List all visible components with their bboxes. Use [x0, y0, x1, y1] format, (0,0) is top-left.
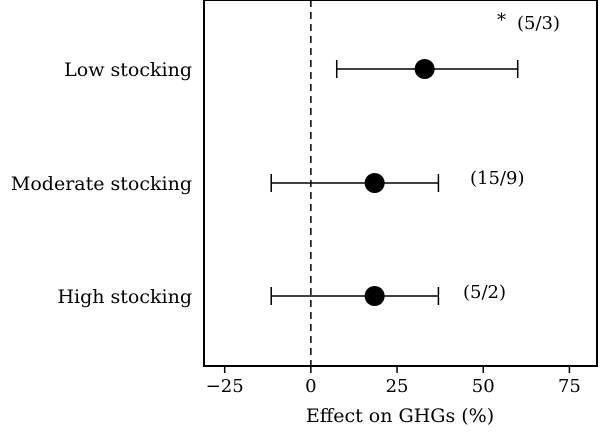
category-label: High stocking [57, 286, 192, 308]
x-tick-label: 25 [386, 376, 409, 397]
category-label: Moderate stocking [11, 173, 192, 195]
x-axis-title: Effect on GHGs (%) [306, 405, 494, 427]
x-tick-label: 0 [305, 376, 316, 397]
estimates-series: (5/3) (15/9) (5/2) * [270, 10, 560, 306]
study-count-annotation: (15/9) [470, 168, 524, 189]
y-axis-labels: Low stocking Moderate stocking High stocki… [11, 59, 192, 308]
estimate-point [364, 286, 385, 306]
x-tick-label: 75 [558, 376, 581, 397]
category-label: Low stocking [64, 59, 192, 81]
x-tick-label: 50 [472, 376, 495, 397]
estimate-point [414, 59, 435, 79]
x-axis: −25 0 25 50 75 [206, 366, 581, 397]
study-count-annotation: (5/3) [517, 13, 560, 34]
x-tick-label: −25 [206, 376, 244, 397]
estimate-point [364, 173, 385, 193]
significance-marker: * [497, 10, 506, 31]
study-count-annotation: (5/2) [463, 282, 506, 303]
plot-frame [203, 0, 598, 367]
